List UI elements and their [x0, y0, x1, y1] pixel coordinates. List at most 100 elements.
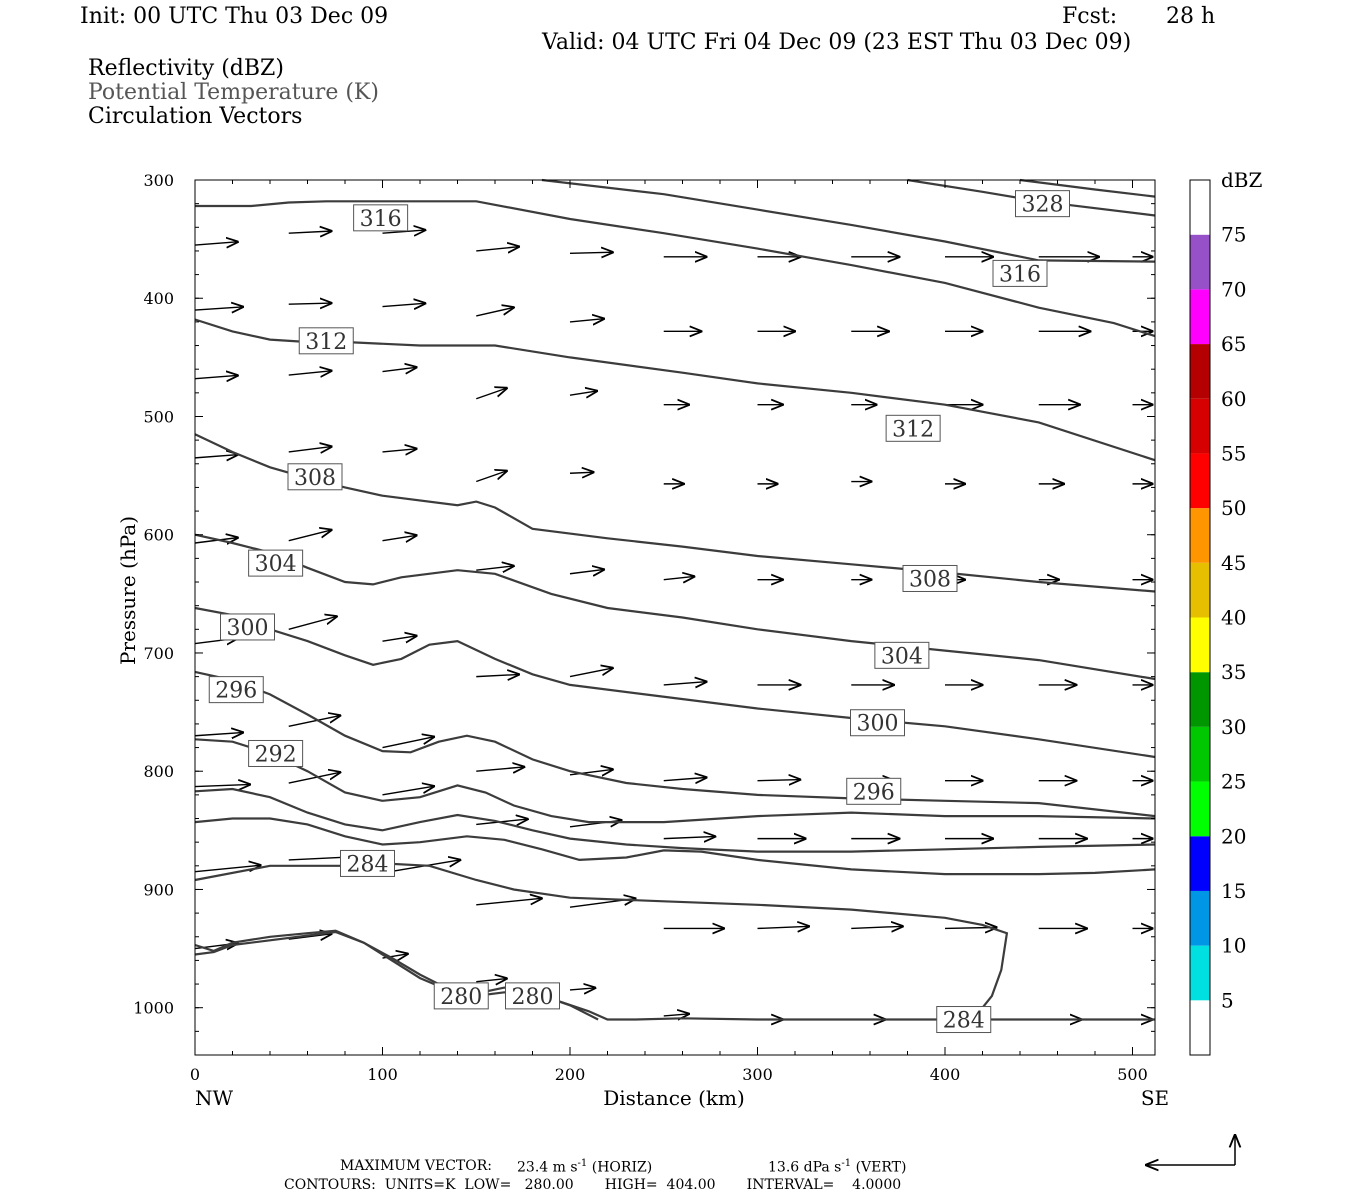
- contour-label-box: [340, 849, 395, 877]
- vector-arrow: [663, 1014, 690, 1016]
- theta-contours: [194, 178, 1156, 1021]
- vector-arrow: [194, 375, 239, 378]
- vert-value: 13.6 dPa s: [768, 1159, 842, 1176]
- vector-arrow: [194, 242, 239, 245]
- y-tick-label: 1000: [133, 999, 174, 1018]
- vector-arrow: [382, 230, 427, 233]
- colorbar-segment: [1190, 945, 1210, 1001]
- contour-label-box: [248, 739, 304, 767]
- y-tick-label: 700: [143, 644, 174, 663]
- valid-time: Valid: 04 UTC Fri 04 Dec 09 (23 EST Thu …: [542, 30, 1132, 55]
- colorbar-tick-label: 50: [1221, 496, 1246, 520]
- colorbar-segment: [1190, 398, 1210, 454]
- contour-label: 328: [1022, 193, 1064, 218]
- colorbar-tick-label: 70: [1221, 277, 1246, 301]
- vector-arrow: [288, 371, 333, 375]
- vector-arrow: [476, 388, 508, 400]
- contour-label-box: [505, 982, 560, 1010]
- plot-frame: [194, 179, 1156, 1056]
- vert-tag: (VERT): [855, 1159, 907, 1176]
- vector-arrow: [288, 616, 338, 631]
- max-vector-horiz: 23.4 m s-1 (HORIZ): [517, 1158, 652, 1176]
- forecast-label: Fcst:: [1062, 4, 1118, 29]
- contour-label: 308: [909, 567, 951, 592]
- colorbar-tick-label: 60: [1221, 387, 1246, 411]
- theta-contour-300: [194, 670, 1156, 818]
- contour-label: 308: [294, 466, 336, 491]
- horiz-tag: (HORIZ): [591, 1159, 653, 1176]
- vector-arrow: [382, 535, 418, 541]
- contour-label: 300: [227, 616, 269, 641]
- contour-label: 312: [305, 330, 347, 355]
- y-axis-label: Pressure (hPa): [116, 516, 140, 665]
- vector-arrow: [569, 668, 614, 678]
- vector-arrow: [382, 367, 418, 371]
- vector-arrow: [288, 934, 333, 940]
- theta-contour-316: [194, 318, 1156, 462]
- contour-label-box: [885, 414, 941, 442]
- forecast-hour: 28 h: [1166, 4, 1216, 29]
- contour-label-box: [874, 641, 930, 669]
- vector-arrow: [663, 777, 708, 780]
- vector-arrow: [663, 682, 708, 685]
- vector-arrow: [757, 926, 811, 928]
- contour-label: 296: [853, 780, 895, 805]
- colorbar-tick-label: 15: [1221, 879, 1246, 903]
- y-tick-label: 500: [143, 407, 174, 426]
- vector-arrow: [476, 566, 515, 570]
- horiz-value: 23.4 m s: [517, 1159, 578, 1176]
- field-theta: Potential Temperature (K): [88, 80, 379, 105]
- vector-arrow: [194, 865, 262, 873]
- vector-arrow: [476, 471, 508, 483]
- colorbar-segment: [1190, 344, 1210, 399]
- theta-contour-280: [194, 929, 1155, 1021]
- vector-arrow: [476, 247, 520, 251]
- colorbar-segment: [1190, 234, 1210, 290]
- max-vector-vert: 13.6 dPa s-1 (VERT): [768, 1158, 906, 1176]
- field-reflectivity: Reflectivity (dBZ): [88, 56, 284, 81]
- vector-arrow: [194, 784, 251, 786]
- contour-label-box: [1015, 190, 1070, 218]
- colorbar-tick-label: 5: [1221, 988, 1234, 1012]
- vector-arrow: [194, 455, 239, 458]
- colorbar-segment: [1190, 453, 1210, 509]
- x-tick-label: 100: [367, 1065, 398, 1084]
- contour-label: 280: [440, 985, 482, 1010]
- vector-arrow: [194, 732, 244, 735]
- axes: 0 100 200 300 400 500 300 400 500 600 700 800 900 100…: [116, 171, 1169, 1110]
- theta-contour-296: [194, 738, 1156, 824]
- colorbar-title: dBZ: [1221, 168, 1263, 192]
- contour-label-box: [433, 982, 489, 1010]
- colorbar-segment: [1190, 617, 1210, 673]
- colorbar-tick-label: 20: [1221, 824, 1246, 848]
- contour-label-box: [353, 204, 409, 232]
- vector-arrow: [569, 391, 598, 395]
- contour-label-box: [936, 1006, 992, 1034]
- colorbar-tick-label: 75: [1221, 223, 1246, 247]
- contour-label-box: [248, 549, 304, 577]
- theta-contour-312: [194, 433, 1156, 593]
- vector-arrow: [382, 303, 427, 306]
- colorbar-segment: [1190, 289, 1210, 345]
- nw-end-label: NW: [195, 1086, 234, 1110]
- vector-arrow: [288, 231, 333, 233]
- vector-arrow: [569, 988, 596, 990]
- vector-arrow: [569, 252, 614, 253]
- theta-contour-328: [1019, 178, 1156, 198]
- contour-label: 312: [892, 417, 934, 442]
- contour-label: 292: [255, 742, 297, 767]
- colorbar-segment: [1190, 726, 1210, 782]
- horiz-exp: -1: [577, 1158, 588, 1169]
- colorbar-tick-label: 40: [1221, 606, 1246, 630]
- y-tick-label: 600: [143, 526, 174, 545]
- contour-label-box: [298, 327, 354, 355]
- vector-arrow: [288, 715, 342, 727]
- colorbar-segment: [1190, 890, 1210, 946]
- contour-label-box: [850, 709, 905, 737]
- x-tick-label: 500: [1117, 1065, 1148, 1084]
- colorbar-segment: [1190, 836, 1210, 891]
- contour-label: 296: [215, 679, 257, 704]
- vector-arrow: [382, 786, 436, 796]
- contour-label: 300: [857, 712, 899, 737]
